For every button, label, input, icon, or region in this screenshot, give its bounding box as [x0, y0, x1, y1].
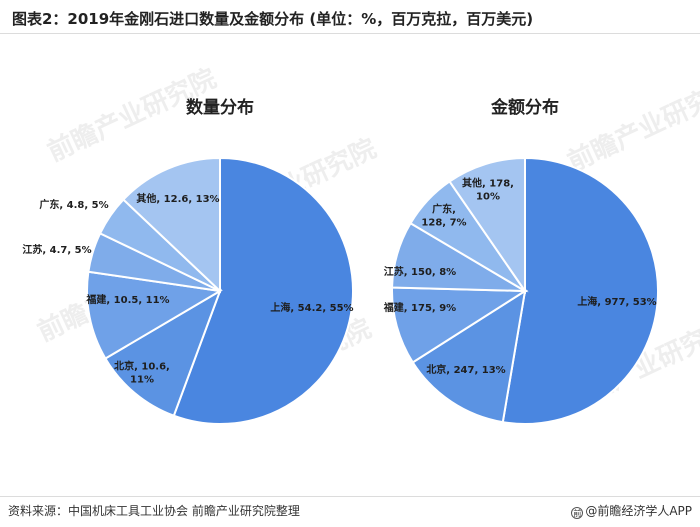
source-note: 资料来源：中国机床工具工业协会 前瞻产业研究院整理: [8, 504, 300, 518]
pie-title: 金额分布: [490, 97, 559, 118]
slice-label-beijing: 北京, 10.6, 11%: [114, 360, 170, 386]
pie-slice-fujian: [86, 270, 223, 360]
slice-label-other: 其他, 12.6, 13%: [136, 192, 219, 205]
pie-slice-other: [121, 156, 221, 294]
pie-slice-fujian: [391, 286, 529, 364]
brand-icon: 前: [571, 507, 584, 519]
slice-label-fujian: 福建, 10.5, 11%: [85, 293, 169, 306]
pie-slice-shanghai: [501, 156, 660, 425]
slice-label-jiangsu: 江苏, 4.7, 5%: [22, 243, 91, 256]
slice-label-guangdong: 广东, 128, 7%: [421, 203, 466, 229]
footer-divider: [0, 496, 700, 497]
slice-label-jiangsu: 江苏, 150, 8%: [384, 265, 456, 278]
brand-credit: 前 @前瞻经济学人APP: [571, 502, 692, 519]
pie-title: 数量分布: [186, 97, 254, 118]
slice-label-fujian: 福建, 175, 9%: [383, 301, 456, 314]
pie-slice-beijing: [104, 288, 222, 418]
chart-title: 图表2：2019年金刚石进口数量及金额分布 (单位：%，百万克拉，百万美元): [12, 10, 534, 28]
slice-label-guangdong: 广东, 4.8, 5%: [39, 198, 108, 211]
pie-slice-other: [448, 156, 526, 295]
title-divider: [0, 33, 700, 34]
pie-slice-shanghai: [172, 156, 354, 425]
pie-slice-beijing: [411, 288, 527, 424]
slice-label-beijing: 北京, 247, 13%: [426, 363, 505, 376]
slice-label-shanghai: 上海, 977, 53%: [577, 295, 656, 308]
slice-label-other: 其他, 178, 10%: [462, 177, 514, 203]
slice-label-shanghai: 上海, 54.2, 55%: [270, 301, 353, 314]
brand-text: @前瞻经济学人APP: [585, 504, 692, 518]
